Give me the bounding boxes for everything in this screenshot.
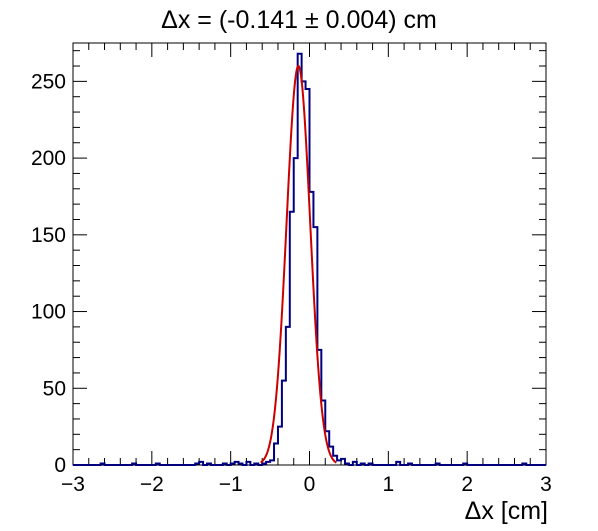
chart-title: Δx = (-0.141 ± 0.004) cm — [161, 6, 437, 34]
y-tick-label: 250 — [31, 70, 66, 93]
x-tick-label: 2 — [461, 473, 473, 496]
y-tick-label: 0 — [54, 454, 66, 477]
x-tick-label: 0 — [304, 473, 316, 496]
y-tick-label: 200 — [31, 147, 66, 170]
x-tick-label: 1 — [382, 473, 394, 496]
x-axis-label: Δx [cm] — [464, 497, 548, 525]
histogram-series — [73, 52, 546, 466]
tick-labels: −3 −2 −1 0 1 2 3 0 50 100 150 200 250 — [31, 70, 552, 496]
y-tick-label: 50 — [43, 377, 66, 400]
y-tick-label: 150 — [31, 224, 66, 247]
x-tick-label: −1 — [219, 473, 243, 496]
x-tick-label: 3 — [540, 473, 552, 496]
x-tick-label: −3 — [61, 473, 85, 496]
gaussian-fit-curve — [260, 64, 337, 464]
y-tick-label: 100 — [31, 301, 66, 324]
x-tick-label: −2 — [140, 473, 164, 496]
